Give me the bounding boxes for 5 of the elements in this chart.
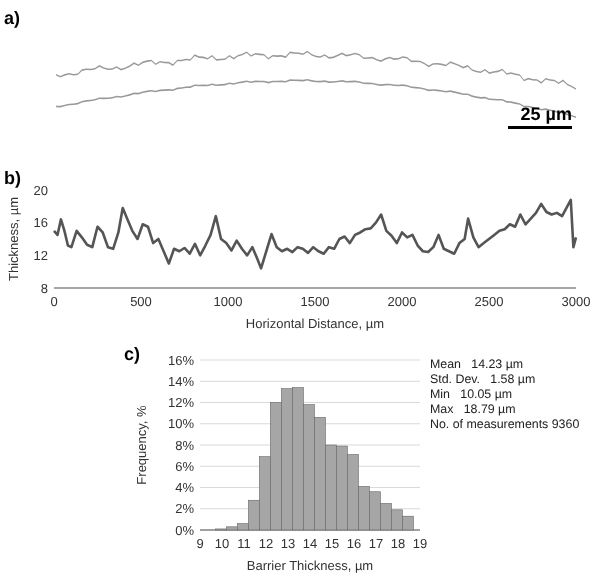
text: 25 µm: [520, 104, 572, 124]
chart-title: b): [4, 168, 21, 188]
line-series: [52, 198, 578, 270]
text: a): [4, 8, 21, 28]
chart-title: c): [124, 344, 141, 364]
